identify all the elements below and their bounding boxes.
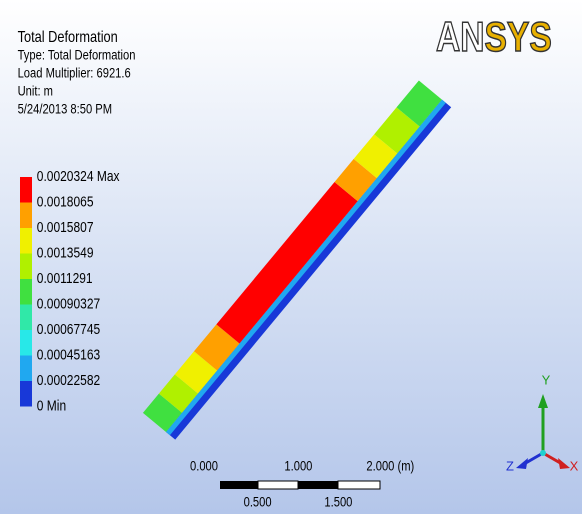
legend-swatch xyxy=(20,228,32,254)
info: Unit: m xyxy=(18,84,53,99)
legend-swatch xyxy=(20,254,32,280)
legend-label: 0.0013549 xyxy=(37,244,94,261)
legend-label: 0.0015807 xyxy=(37,219,94,236)
legend-swatch xyxy=(20,305,32,331)
info: 5/24/2013 8:50 PM xyxy=(18,102,113,117)
scale-label: 2.000 (m) xyxy=(366,459,414,474)
logo-sys: SYS xyxy=(485,15,552,61)
title: Total Deformation xyxy=(18,29,118,47)
viewport: Total Deformation Type: Total Deformatio… xyxy=(0,0,582,514)
legend-swatch xyxy=(20,177,32,203)
legend-label: 0 Min xyxy=(37,397,66,414)
legend-swatch xyxy=(20,381,32,407)
scale-label: 1.000 xyxy=(284,459,312,474)
legend-label: 0.00045163 xyxy=(37,346,100,363)
axis-label: Y xyxy=(542,372,551,387)
page: Total Deformation Type: Total Deformatio… xyxy=(0,0,582,514)
scale-label: 0.500 xyxy=(244,495,272,510)
legend-label: 0.00067745 xyxy=(37,321,100,338)
info: Type: Total Deformation xyxy=(18,48,136,63)
legend-label: 0.00022582 xyxy=(37,372,100,389)
legend-label: 0.0020324 Max xyxy=(37,168,120,185)
legend-label: 0.0011291 xyxy=(37,270,93,287)
legend-swatch xyxy=(20,203,32,229)
legend-label: 0.0018065 xyxy=(37,193,94,210)
scale-label: 1.500 xyxy=(324,495,352,510)
scale-label: 0.000 xyxy=(190,459,218,474)
info: Load Multiplier: 6921.6 xyxy=(18,66,131,81)
legend-label: 0.00090327 xyxy=(37,295,100,312)
legend-swatch xyxy=(20,356,32,382)
logo-an: AN xyxy=(436,15,485,61)
legend-swatch xyxy=(20,279,32,305)
legend-swatch xyxy=(20,330,32,356)
axis-label: Z xyxy=(506,458,514,473)
logo: ANSYS xyxy=(436,15,552,61)
axis-label: X xyxy=(570,458,579,473)
